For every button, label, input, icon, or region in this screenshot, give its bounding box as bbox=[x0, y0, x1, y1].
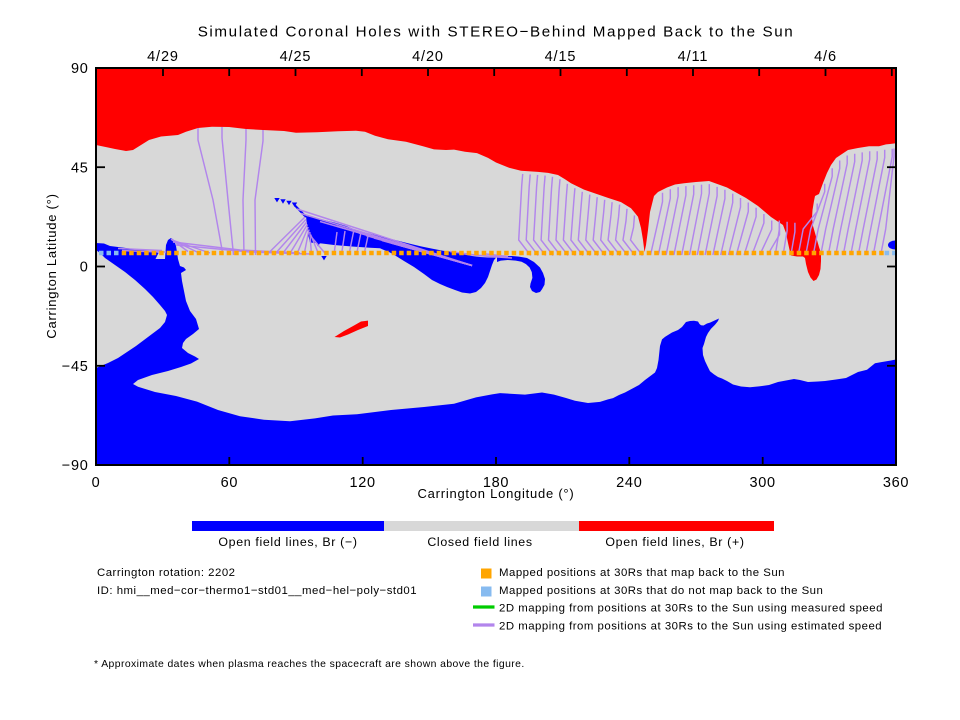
svg-text:4/29: 4/29 bbox=[147, 49, 179, 65]
svg-text:Carrington rotation: 2202: Carrington rotation: 2202 bbox=[97, 567, 236, 579]
svg-text:60: 60 bbox=[221, 475, 239, 491]
svg-text:4/11: 4/11 bbox=[678, 49, 709, 65]
svg-text:360: 360 bbox=[883, 475, 909, 491]
svg-text:4/15: 4/15 bbox=[545, 49, 577, 65]
svg-text:Carrington Longitude (°): Carrington Longitude (°) bbox=[418, 486, 575, 501]
svg-text:0: 0 bbox=[92, 475, 101, 491]
svg-text:ID: hmi__med−cor−thermo1−std01: ID: hmi__med−cor−thermo1−std01__med−hel−… bbox=[97, 585, 417, 597]
svg-text:4/20: 4/20 bbox=[412, 49, 444, 65]
svg-text:2D mapping from positions at 3: 2D mapping from positions at 30Rs to the… bbox=[499, 603, 883, 615]
svg-text:120: 120 bbox=[350, 475, 376, 491]
svg-text:4/25: 4/25 bbox=[280, 49, 312, 65]
svg-text:180: 180 bbox=[483, 475, 509, 491]
svg-text:Mapped positions at 30Rs that: Mapped positions at 30Rs that map back t… bbox=[499, 567, 785, 579]
svg-text:Open field lines, Br (+): Open field lines, Br (+) bbox=[605, 535, 744, 549]
svg-text:−90: −90 bbox=[62, 458, 89, 474]
svg-text:* Approximate dates when plasm: * Approximate dates when plasma reaches … bbox=[94, 659, 525, 670]
svg-text:Open field lines, Br (−): Open field lines, Br (−) bbox=[218, 535, 357, 549]
svg-text:Carrington Latitude (°): Carrington Latitude (°) bbox=[44, 193, 59, 338]
svg-text:300: 300 bbox=[750, 475, 776, 491]
svg-text:90: 90 bbox=[71, 61, 89, 77]
svg-text:−45: −45 bbox=[62, 359, 89, 375]
svg-text:0: 0 bbox=[80, 260, 89, 276]
svg-text:2D mapping from positions at 3: 2D mapping from positions at 30Rs to the… bbox=[499, 621, 882, 633]
svg-text:240: 240 bbox=[616, 475, 642, 491]
svg-text:4/6: 4/6 bbox=[814, 49, 837, 65]
svg-text:Simulated Coronal Holes with S: Simulated Coronal Holes with STEREO−Behi… bbox=[198, 24, 795, 41]
svg-text:Closed field lines: Closed field lines bbox=[427, 535, 532, 549]
svg-text:Mapped positions at 30Rs that: Mapped positions at 30Rs that do not map… bbox=[499, 585, 823, 597]
svg-text:45: 45 bbox=[71, 160, 89, 176]
